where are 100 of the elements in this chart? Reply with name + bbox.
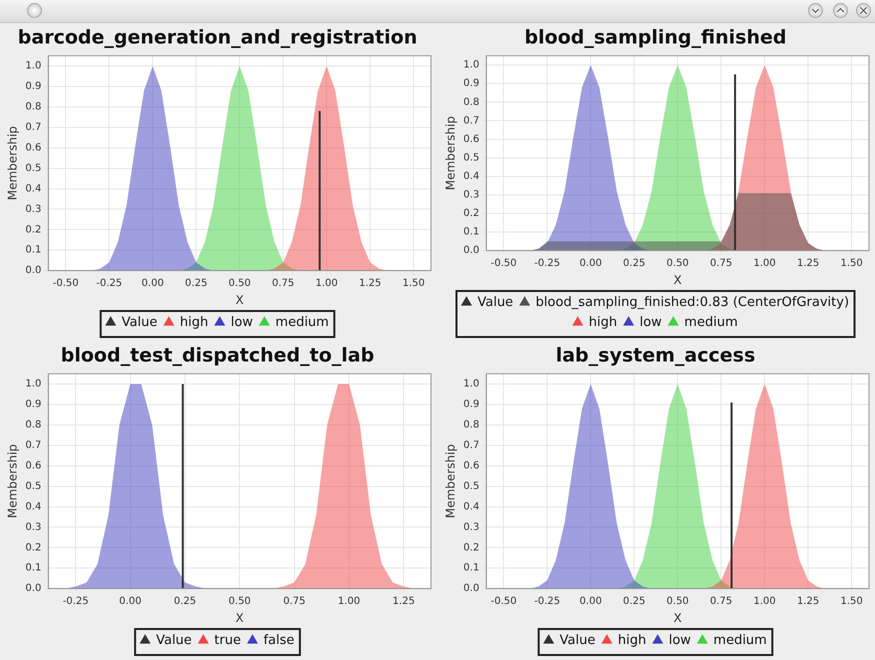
x-tick-label: 0.00 xyxy=(580,596,602,608)
y-tick-label: 0.4 xyxy=(463,501,480,512)
x-tick-label: 1.00 xyxy=(315,278,338,290)
y-tick-label: 0.5 xyxy=(463,480,480,492)
legend-label: high xyxy=(618,632,646,648)
x-tick-label: 1.00 xyxy=(753,258,776,270)
x-tick-label: 1.25 xyxy=(796,596,820,608)
legend-label: medium xyxy=(684,314,738,330)
x-axis-title: X xyxy=(236,610,244,625)
y-tick-label: 0.0 xyxy=(463,245,480,256)
y-tick-label: 0.2 xyxy=(463,542,480,554)
chart-title: blood_sampling_finished xyxy=(524,26,786,48)
y-tick-label: 0.8 xyxy=(463,96,480,108)
y-tick-label: 0.0 xyxy=(25,583,42,594)
y-tick-label: 0.6 xyxy=(463,134,480,145)
x-tick-label: -0.25 xyxy=(534,258,560,270)
legend-label: low xyxy=(230,314,254,330)
legend-label: medium xyxy=(275,314,329,330)
y-tick-label: 0.9 xyxy=(25,81,42,92)
x-tick-label: 0.25 xyxy=(185,278,208,290)
x-tick-label: 0.25 xyxy=(174,596,196,608)
chart-title: blood_test_dispatched_to_lab xyxy=(60,344,374,366)
y-tick-label: 0.5 xyxy=(25,480,42,492)
y-tick-label: 0.9 xyxy=(463,78,480,90)
legend-label: Value xyxy=(122,314,158,330)
x-tick-label: 1.25 xyxy=(358,278,382,290)
x-tick-label: 0.50 xyxy=(666,258,689,270)
y-tick-label: 0.8 xyxy=(463,420,480,431)
y-tick-label: 0.7 xyxy=(25,440,42,451)
y-tick-label: 1.0 xyxy=(463,60,480,71)
y-tick-label: 0.9 xyxy=(25,399,42,410)
y-tick-label: 0.7 xyxy=(463,115,480,126)
x-tick-label: 0.50 xyxy=(228,278,251,290)
x-tick-label: 0.25 xyxy=(623,258,646,270)
x-axis-title: X xyxy=(236,292,244,307)
y-tick-label: 0.3 xyxy=(25,204,42,215)
legend-label: false xyxy=(263,632,294,648)
x-tick-label: 1.50 xyxy=(402,278,425,290)
chart-title: lab_system_access xyxy=(556,344,756,366)
y-tick-label: 0.9 xyxy=(463,399,480,410)
y-tick-label: 1.0 xyxy=(25,378,42,390)
y-tick-label: 0.4 xyxy=(25,501,42,512)
y-tick-label: 0.4 xyxy=(25,183,42,194)
y-tick-label: 0.1 xyxy=(463,562,480,574)
legend-label: Value xyxy=(477,294,514,310)
legend-label: low xyxy=(640,314,662,330)
x-tick-label: -0.50 xyxy=(490,258,517,270)
y-tick-label: 0.0 xyxy=(463,583,480,594)
x-tick-label: 1.25 xyxy=(796,258,820,270)
legend-label: high xyxy=(180,314,208,330)
x-tick-label: 1.50 xyxy=(840,258,863,270)
x-tick-label: 0.50 xyxy=(228,596,251,608)
legend-label: blood_sampling_finished:0.83 (CenterOfGravity) xyxy=(536,294,850,310)
y-tick-label: 0.1 xyxy=(25,244,42,256)
x-tick-label: 1.00 xyxy=(753,596,776,608)
x-tick-label: 0.75 xyxy=(272,278,294,290)
y-tick-label: 0.6 xyxy=(25,460,42,472)
x-tick-label: 0.00 xyxy=(580,258,602,270)
x-tick-label: 1.25 xyxy=(392,596,415,608)
y-tick-label: 0.7 xyxy=(25,122,42,133)
x-tick-label: 0.25 xyxy=(623,596,646,608)
legend-label: Value xyxy=(156,632,192,648)
legend-label: true xyxy=(214,632,241,648)
y-tick-label: 0.3 xyxy=(25,522,42,533)
x-tick-label: 0.00 xyxy=(142,278,164,290)
y-axis-title: Membership xyxy=(5,444,20,518)
x-tick-label: 1.00 xyxy=(338,596,360,608)
x-tick-label: -0.50 xyxy=(490,596,517,608)
y-tick-label: 1.0 xyxy=(25,60,42,72)
y-tick-label: 0.2 xyxy=(25,542,42,554)
x-axis-title: X xyxy=(674,610,682,625)
y-tick-label: 0.3 xyxy=(463,522,480,533)
legend-label: Value xyxy=(560,632,596,648)
x-tick-label: 0.00 xyxy=(119,596,142,608)
legend-label: medium xyxy=(713,632,767,648)
y-tick-label: 0.3 xyxy=(463,190,480,201)
y-tick-label: 0.0 xyxy=(25,265,42,276)
y-tick-label: 0.1 xyxy=(463,226,480,238)
x-tick-label: 1.50 xyxy=(840,596,863,608)
legend-label: low xyxy=(668,632,692,648)
x-tick-label: -0.25 xyxy=(62,596,89,608)
x-tick-label: 0.75 xyxy=(710,596,732,608)
y-tick-label: 0.2 xyxy=(463,208,480,220)
x-tick-label: -0.25 xyxy=(96,278,122,290)
x-tick-label: -0.50 xyxy=(52,278,79,290)
y-tick-label: 0.8 xyxy=(25,102,42,113)
chart-title: barcode_generation_and_registration xyxy=(18,26,418,48)
y-axis-title: Membership xyxy=(443,116,458,190)
y-axis-title: Membership xyxy=(5,126,20,200)
y-tick-label: 0.6 xyxy=(463,460,480,472)
y-tick-label: 0.6 xyxy=(25,142,42,154)
y-tick-label: 0.2 xyxy=(25,224,42,236)
y-tick-label: 0.8 xyxy=(25,420,42,431)
x-axis-title: X xyxy=(674,272,682,287)
y-tick-label: 0.4 xyxy=(463,170,480,182)
x-tick-label: 0.75 xyxy=(710,258,732,270)
x-tick-label: 0.50 xyxy=(666,596,689,608)
x-tick-label: 0.75 xyxy=(283,596,306,608)
legend-label: high xyxy=(588,314,618,330)
y-tick-label: 0.5 xyxy=(463,152,480,164)
